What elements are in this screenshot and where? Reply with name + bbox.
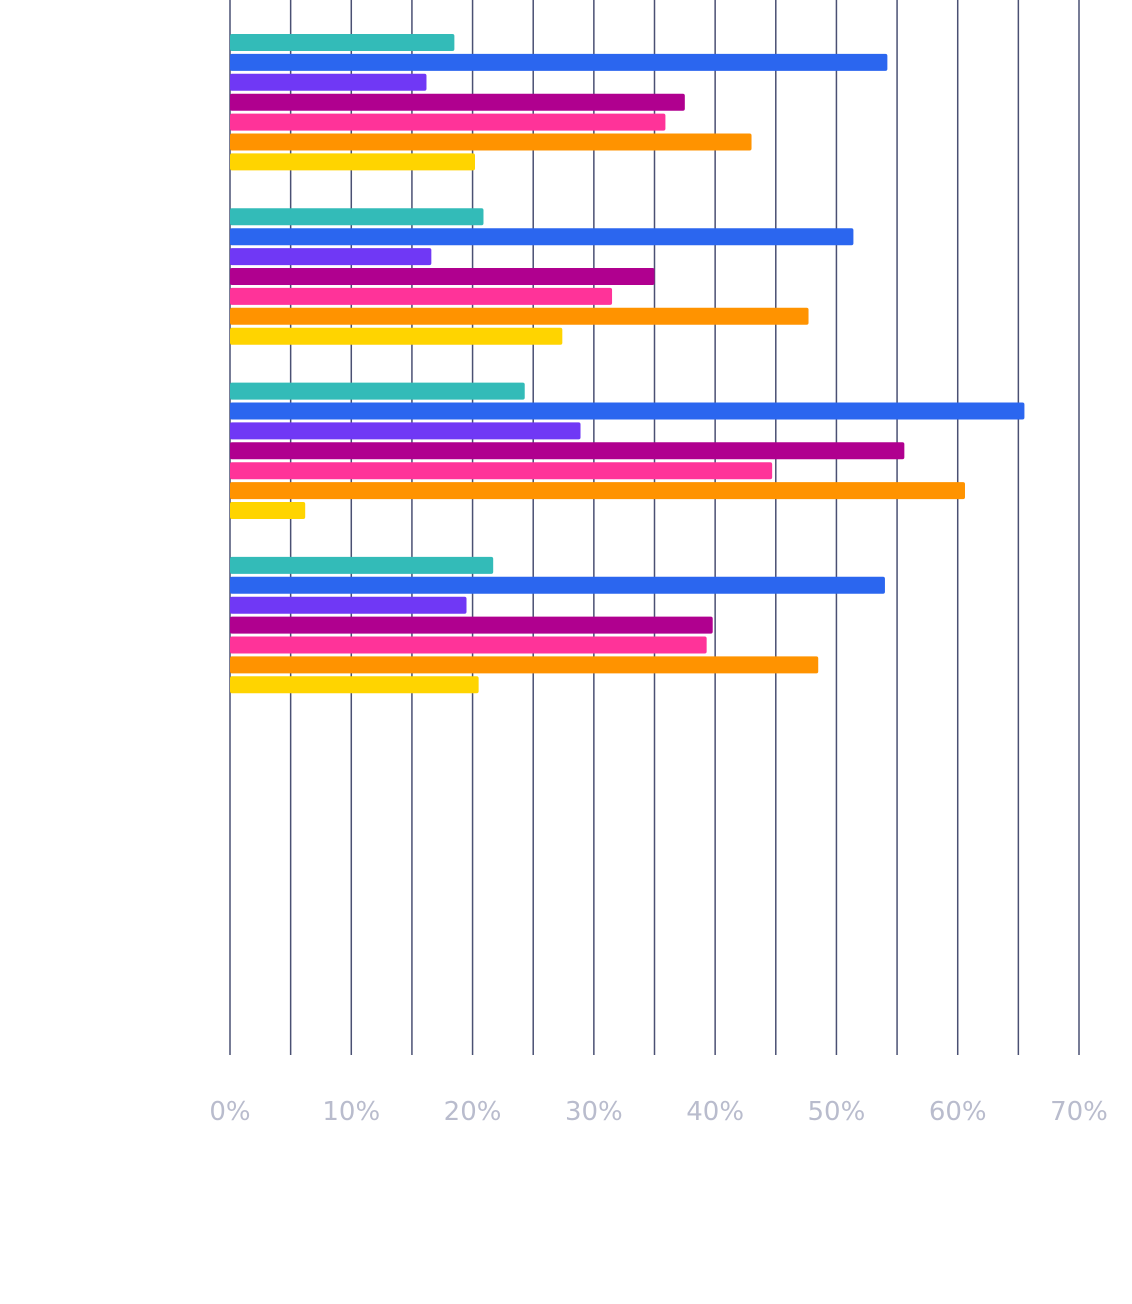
bar [230, 462, 773, 480]
bar [230, 422, 581, 440]
bar [230, 442, 905, 460]
bar [230, 268, 655, 285]
bar [230, 133, 752, 151]
bar [230, 676, 479, 694]
bar [230, 53, 888, 71]
bar [230, 208, 484, 226]
x-tick-label: 50% [808, 1097, 866, 1127]
bar [230, 307, 809, 325]
x-tick-label: 60% [929, 1097, 987, 1127]
bar [230, 556, 494, 574]
bar [230, 34, 455, 51]
bar [230, 636, 707, 654]
x-tick-label: 20% [444, 1097, 502, 1127]
bar [230, 482, 965, 500]
x-tick-label: 10% [322, 1097, 380, 1127]
bar [230, 228, 854, 246]
bar [230, 248, 432, 266]
x-tick-label: 40% [686, 1097, 744, 1127]
bar [230, 616, 713, 634]
bar [230, 596, 467, 614]
bar [230, 153, 475, 171]
bar [230, 656, 819, 674]
bar [230, 402, 1025, 420]
x-tick-label: 70% [1050, 1097, 1108, 1127]
x-axis-ticks: 0% 10% 20% 30% 40% 50% 60% 70% [209, 1097, 1108, 1127]
bar [230, 287, 613, 305]
bar [230, 382, 525, 400]
bar [230, 502, 306, 519]
bar [230, 327, 563, 345]
bar [230, 113, 666, 131]
x-tick-label: 0% [209, 1097, 250, 1127]
bars [230, 34, 1025, 694]
bar [230, 576, 885, 594]
bar [230, 73, 427, 91]
gridlines [229, 0, 1080, 1055]
bar [230, 93, 685, 111]
x-tick-label: 30% [565, 1097, 623, 1127]
